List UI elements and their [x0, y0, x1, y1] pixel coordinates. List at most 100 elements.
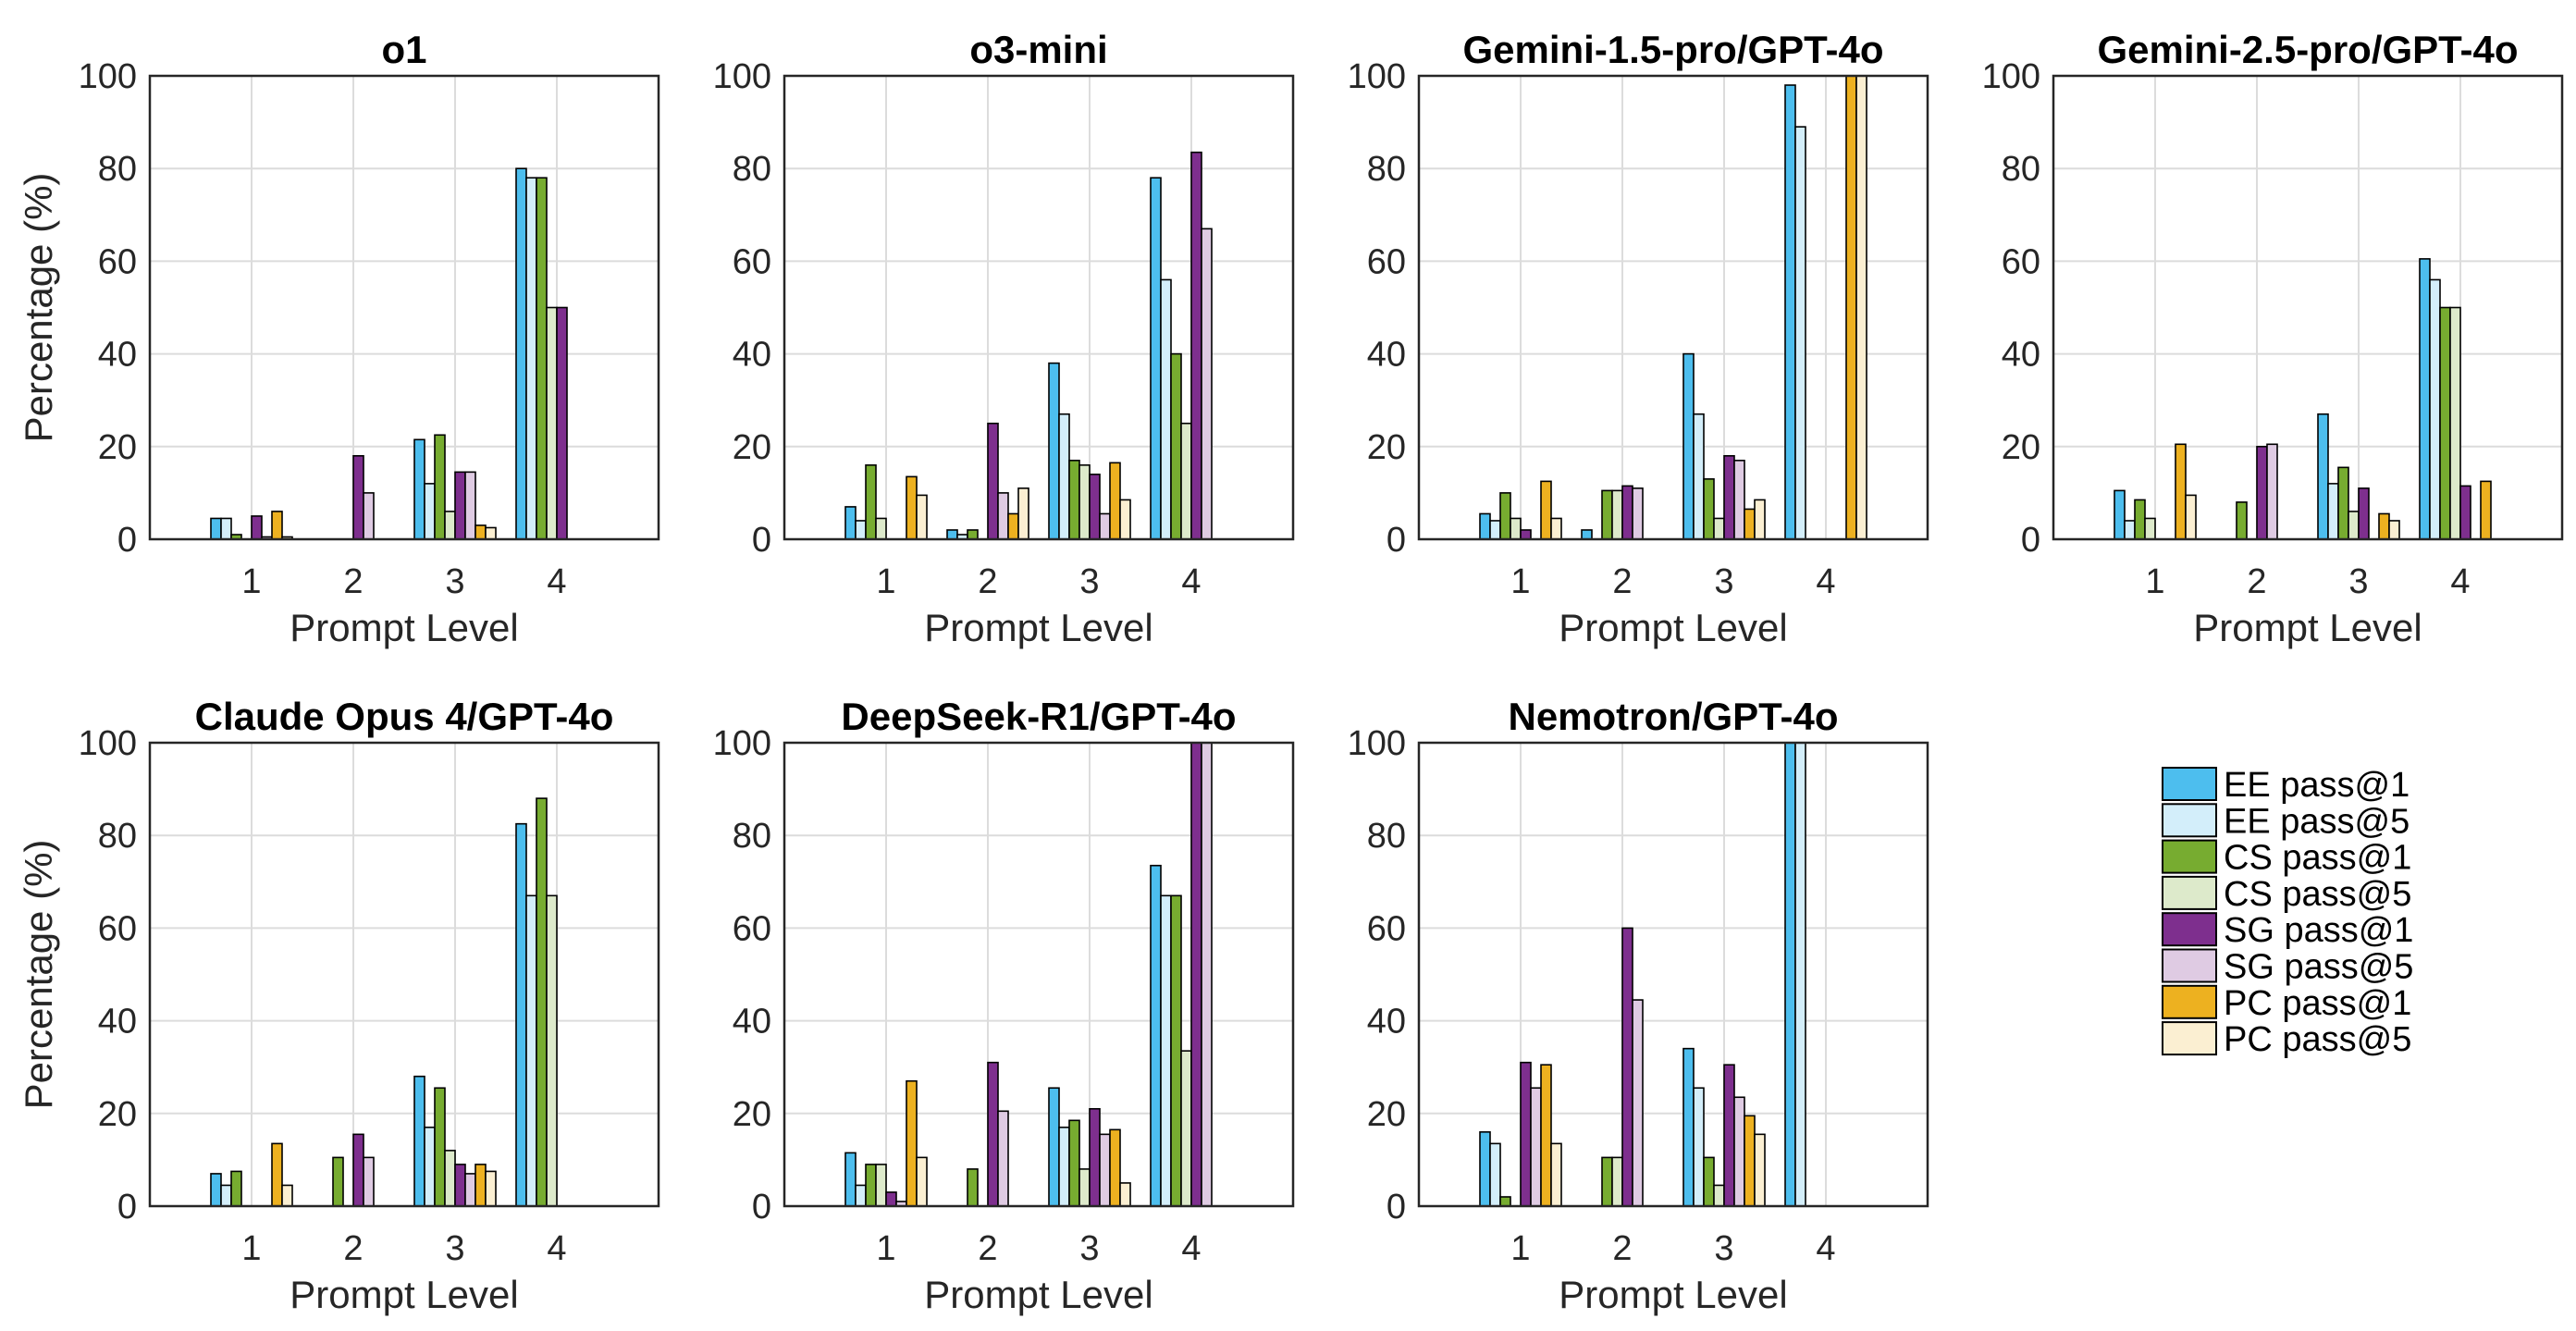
bar-cs-pass-1-level-2 — [967, 1168, 979, 1207]
y-tick-label: 20 — [98, 428, 137, 467]
bar-sg-pass-1-level-2 — [1621, 485, 1633, 540]
bar-ee-pass-1-level-1 — [844, 1152, 857, 1207]
x-tick-label: 4 — [1181, 562, 1201, 601]
bar-cs-pass-1-level-4 — [536, 797, 548, 1207]
bar-cs-pass-1-level-3 — [1703, 478, 1715, 540]
y-tick-label: 20 — [98, 1095, 137, 1134]
y-tick-label: 80 — [1367, 817, 1406, 856]
bar-pc-pass-5-level-2 — [1017, 487, 1029, 540]
x-tick-label: 3 — [1714, 562, 1733, 601]
bar-pc-pass-5-level-3 — [485, 1170, 497, 1207]
bar-pc-pass-1-level-1 — [271, 511, 283, 540]
legend-swatch-ee-pass-5 — [2162, 803, 2217, 838]
bar-pc-pass-5-level-3 — [1119, 499, 1131, 540]
x-tick-label: 3 — [1079, 562, 1099, 601]
panel-0: 0 20 40 60 80 100 1 2 3 4 Prompt Level Percentage (… — [17, 28, 660, 649]
bar-cs-pass-5-level-4 — [546, 894, 558, 1207]
bar-cs-pass-1-level-3 — [1068, 1119, 1080, 1207]
bar-cs-pass-1-level-1 — [1499, 492, 1511, 540]
bar-sg-pass-5-level-3 — [1733, 1096, 1745, 1207]
bar-ee-pass-5-level-1 — [220, 517, 232, 540]
axes-frame — [1417, 741, 1929, 1208]
bar-sg-pass-5-level-3 — [464, 471, 476, 540]
bar-ee-pass-5-level-4 — [1794, 742, 1806, 1207]
bar-pc-pass-5-level-3 — [1754, 499, 1766, 540]
bar-ee-pass-5-level-4 — [525, 894, 537, 1207]
bar-cs-pass-1-level-3 — [2337, 466, 2349, 540]
bar-cs-pass-1-level-1 — [2134, 499, 2146, 540]
y-tick-label: 80 — [98, 150, 137, 189]
x-axis-label: Prompt Level — [2193, 606, 2422, 649]
bar-sg-pass-1-level-4 — [1190, 151, 1202, 540]
bar-ee-pass-1-level-4 — [515, 822, 527, 1207]
bar-sg-pass-1-level-3 — [1089, 1107, 1101, 1207]
bar-pc-pass-5-level-1 — [1550, 1142, 1562, 1207]
x-tick-label: 2 — [343, 562, 363, 601]
legend-label: EE pass@5 — [2224, 802, 2410, 841]
y-tick-label: 0 — [117, 521, 137, 560]
bar-pc-pass-1-level-3 — [1109, 462, 1121, 540]
y-tick-label: 0 — [1387, 1188, 1406, 1226]
x-tick-label: 4 — [1816, 562, 1835, 601]
x-axis-label: Prompt Level — [924, 606, 1152, 649]
y-tick-label: 60 — [1367, 242, 1406, 281]
bar-cs-pass-5-level-4 — [1180, 422, 1192, 540]
bar-sg-pass-5-level-2 — [363, 1156, 375, 1207]
bar-cs-pass-5-level-2 — [1611, 489, 1623, 540]
x-tick-label: 2 — [978, 562, 997, 601]
x-tick-label: 2 — [1612, 562, 1632, 601]
bar-sg-pass-1-level-3 — [1089, 474, 1101, 540]
bar-ee-pass-5-level-3 — [1058, 1127, 1070, 1207]
bar-pc-pass-5-level-1 — [916, 494, 928, 540]
y-tick-label: 40 — [2002, 336, 2040, 375]
bar-sg-pass-5-level-3 — [1099, 1133, 1111, 1207]
bar-sg-pass-1-level-3 — [2358, 487, 2370, 540]
bar-pc-pass-5-level-3 — [1754, 1133, 1766, 1207]
x-tick-label: 3 — [445, 1229, 464, 1268]
bar-cs-pass-1-level-1 — [865, 1164, 877, 1207]
y-tick-label: 20 — [733, 1095, 771, 1134]
bar-pc-pass-1-level-3 — [475, 1164, 487, 1207]
bar-sg-pass-1-level-4 — [1190, 742, 1202, 1207]
y-tick-label: 0 — [2021, 521, 2040, 560]
bar-ee-pass-1-level-1 — [1479, 512, 1491, 540]
y-axis-label: Percentage (%) — [17, 840, 60, 1110]
legend-swatch-pc-pass-5 — [2162, 1021, 2217, 1056]
bar-ee-pass-1-level-3 — [1048, 1087, 1060, 1207]
x-tick-label: 2 — [978, 1229, 997, 1268]
bar-sg-pass-1-level-3 — [454, 1164, 466, 1207]
bar-pc-pass-5-level-1 — [281, 1184, 293, 1207]
y-tick-label: 60 — [98, 242, 137, 281]
bar-ee-pass-5-level-1 — [1489, 1142, 1501, 1207]
x-tick-label: 3 — [1714, 1229, 1733, 1268]
bar-sg-pass-5-level-4 — [1201, 742, 1213, 1207]
bar-ee-pass-1-level-3 — [413, 438, 425, 540]
y-tick-label: 40 — [1367, 1003, 1406, 1041]
legend: EE pass@1EE pass@5CS pass@1CS pass@5SG p… — [2162, 766, 2413, 1059]
y-tick-label: 40 — [1367, 336, 1406, 375]
bar-ee-pass-5-level-3 — [424, 1127, 436, 1207]
y-tick-label: 100 — [713, 724, 771, 763]
panel-title: Nemotron/GPT-4o — [1508, 695, 1838, 738]
bar-sg-pass-1-level-2 — [352, 455, 364, 540]
y-tick-label: 60 — [733, 242, 771, 281]
y-tick-label: 100 — [79, 57, 137, 96]
bar-ee-pass-5-level-3 — [1693, 1087, 1705, 1207]
bar-cs-pass-5-level-2 — [1611, 1156, 1623, 1207]
bar-sg-pass-5-level-3 — [464, 1173, 476, 1207]
axes-frame — [783, 74, 1295, 541]
bar-sg-pass-1-level-3 — [454, 471, 466, 540]
axes-frame — [1417, 74, 1929, 541]
panel-1: 0 20 40 60 80 100 1 2 3 4 Prompt Level o3-mini — [713, 28, 1295, 649]
x-tick-label: 1 — [1510, 1229, 1530, 1268]
bar-cs-pass-1-level-3 — [1068, 460, 1080, 540]
bar-cs-pass-5-level-4 — [1180, 1050, 1192, 1207]
bar-ee-pass-1-level-4 — [1150, 864, 1162, 1207]
bar-pc-pass-1-level-3 — [1744, 508, 1756, 540]
y-tick-label: 20 — [1367, 1095, 1406, 1134]
bar-sg-pass-1-level-2 — [2256, 445, 2268, 540]
y-tick-label: 100 — [1982, 57, 2040, 96]
bar-ee-pass-1-level-3 — [1682, 1047, 1695, 1207]
x-axis-label: Prompt Level — [1559, 606, 1787, 649]
x-tick-label: 4 — [547, 1229, 566, 1268]
